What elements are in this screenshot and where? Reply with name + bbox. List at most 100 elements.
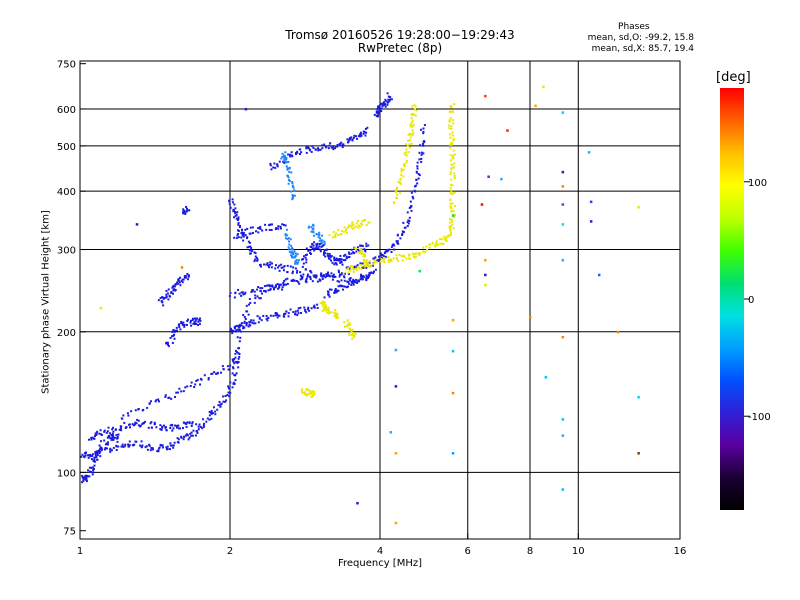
data-point [258,317,261,320]
data-point [274,285,277,288]
data-point [290,171,293,174]
data-point [229,206,232,209]
data-point [327,309,330,312]
data-point [396,188,399,191]
data-point [186,323,189,326]
data-point [245,304,248,307]
x-tick-label: 16 [674,546,687,557]
data-point [337,316,340,319]
data-point [348,252,351,255]
data-point [451,202,454,205]
data-point [421,142,424,145]
data-point [296,309,299,312]
data-point [450,219,453,222]
data-point [237,229,240,232]
data-point [383,101,386,104]
data-point [169,444,172,447]
data-point [184,434,187,437]
data-point [263,285,266,288]
data-point [235,237,238,240]
data-point [561,488,565,491]
data-point [353,266,356,269]
data-point [134,409,137,412]
data-point [299,306,302,309]
data-point [279,227,282,230]
data-point [282,154,285,157]
data-point [309,245,312,248]
data-point [323,252,326,255]
data-point [167,345,170,348]
data-point [176,426,179,429]
data-point [302,258,305,261]
data-point [411,129,414,132]
data-point [269,288,272,291]
data-point [136,418,139,421]
data-point [392,257,395,260]
data-point [327,293,330,296]
data-point [164,426,167,429]
data-point [449,159,452,162]
data-point [246,310,249,313]
data-point [316,243,319,246]
data-point [96,454,99,457]
data-point [348,255,351,258]
data-point [288,248,291,251]
data-point [297,307,300,310]
data-point [422,130,425,133]
data-point [297,312,300,315]
data-point [305,146,308,149]
data-point [305,261,308,264]
data-point [321,244,324,247]
data-point [191,421,194,424]
data-point [90,436,93,439]
data-point [450,167,453,170]
data-point [315,233,318,236]
data-point [294,262,297,265]
data-point [280,157,283,160]
data-point [342,272,345,275]
data-point [354,135,357,138]
data-point [347,251,350,254]
data-point [365,274,368,277]
data-point [365,279,368,282]
data-point [331,261,334,264]
data-point [333,258,336,261]
data-point [240,229,243,232]
data-point [296,253,299,256]
data-point [363,255,366,258]
data-point [184,212,187,215]
data-point [453,191,456,194]
data-point [280,263,283,266]
data-point [415,178,418,181]
data-point [197,428,200,431]
data-point [449,183,452,186]
data-point [382,254,385,257]
data-point [308,225,311,228]
data-point [173,288,176,291]
data-point [238,224,241,227]
data-point [229,364,232,367]
data-point [361,278,364,281]
data-point [406,225,409,228]
data-point [263,290,266,293]
data-point [413,108,416,111]
data-point [253,251,256,254]
data-point [310,395,313,398]
y-tick-label: 600 [57,105,76,116]
data-point [259,263,262,266]
data-point [170,397,173,400]
data-point [282,269,285,272]
data-point [451,110,454,113]
data-point [229,391,232,394]
data-point [305,258,308,261]
data-point [182,208,185,211]
data-point [197,320,200,323]
data-point [409,136,412,139]
data-point [350,248,353,251]
data-point [405,151,408,154]
data-point [375,110,378,113]
data-point [233,216,236,219]
data-point [254,294,257,297]
data-point [289,155,292,158]
data-point [88,475,91,478]
